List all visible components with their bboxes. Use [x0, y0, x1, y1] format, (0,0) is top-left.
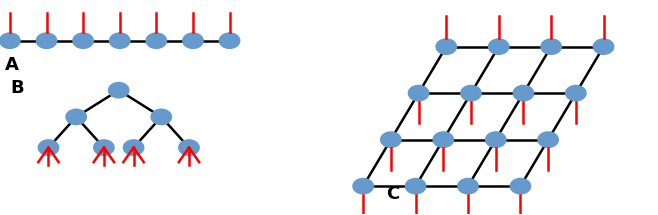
- Ellipse shape: [145, 32, 167, 49]
- Ellipse shape: [65, 109, 87, 125]
- Ellipse shape: [457, 178, 479, 195]
- Ellipse shape: [408, 85, 430, 101]
- Ellipse shape: [178, 139, 200, 156]
- Ellipse shape: [538, 131, 559, 148]
- Ellipse shape: [540, 38, 562, 55]
- Ellipse shape: [36, 32, 57, 49]
- Ellipse shape: [93, 139, 114, 156]
- Text: C: C: [386, 185, 399, 203]
- Ellipse shape: [380, 131, 402, 148]
- Ellipse shape: [436, 38, 457, 55]
- Ellipse shape: [565, 85, 587, 101]
- Ellipse shape: [109, 32, 130, 49]
- Ellipse shape: [593, 38, 615, 55]
- Ellipse shape: [151, 109, 172, 125]
- Ellipse shape: [182, 32, 204, 49]
- Ellipse shape: [485, 131, 507, 148]
- Ellipse shape: [488, 38, 509, 55]
- Text: B: B: [10, 79, 24, 97]
- Text: A: A: [5, 56, 19, 74]
- Ellipse shape: [460, 85, 482, 101]
- Ellipse shape: [38, 139, 59, 156]
- Ellipse shape: [432, 131, 454, 148]
- Ellipse shape: [108, 82, 130, 99]
- Ellipse shape: [405, 178, 426, 195]
- Ellipse shape: [509, 178, 532, 195]
- Ellipse shape: [72, 32, 94, 49]
- Ellipse shape: [0, 32, 21, 49]
- Ellipse shape: [218, 32, 240, 49]
- Ellipse shape: [352, 178, 374, 195]
- Ellipse shape: [513, 85, 534, 101]
- Ellipse shape: [122, 139, 145, 156]
